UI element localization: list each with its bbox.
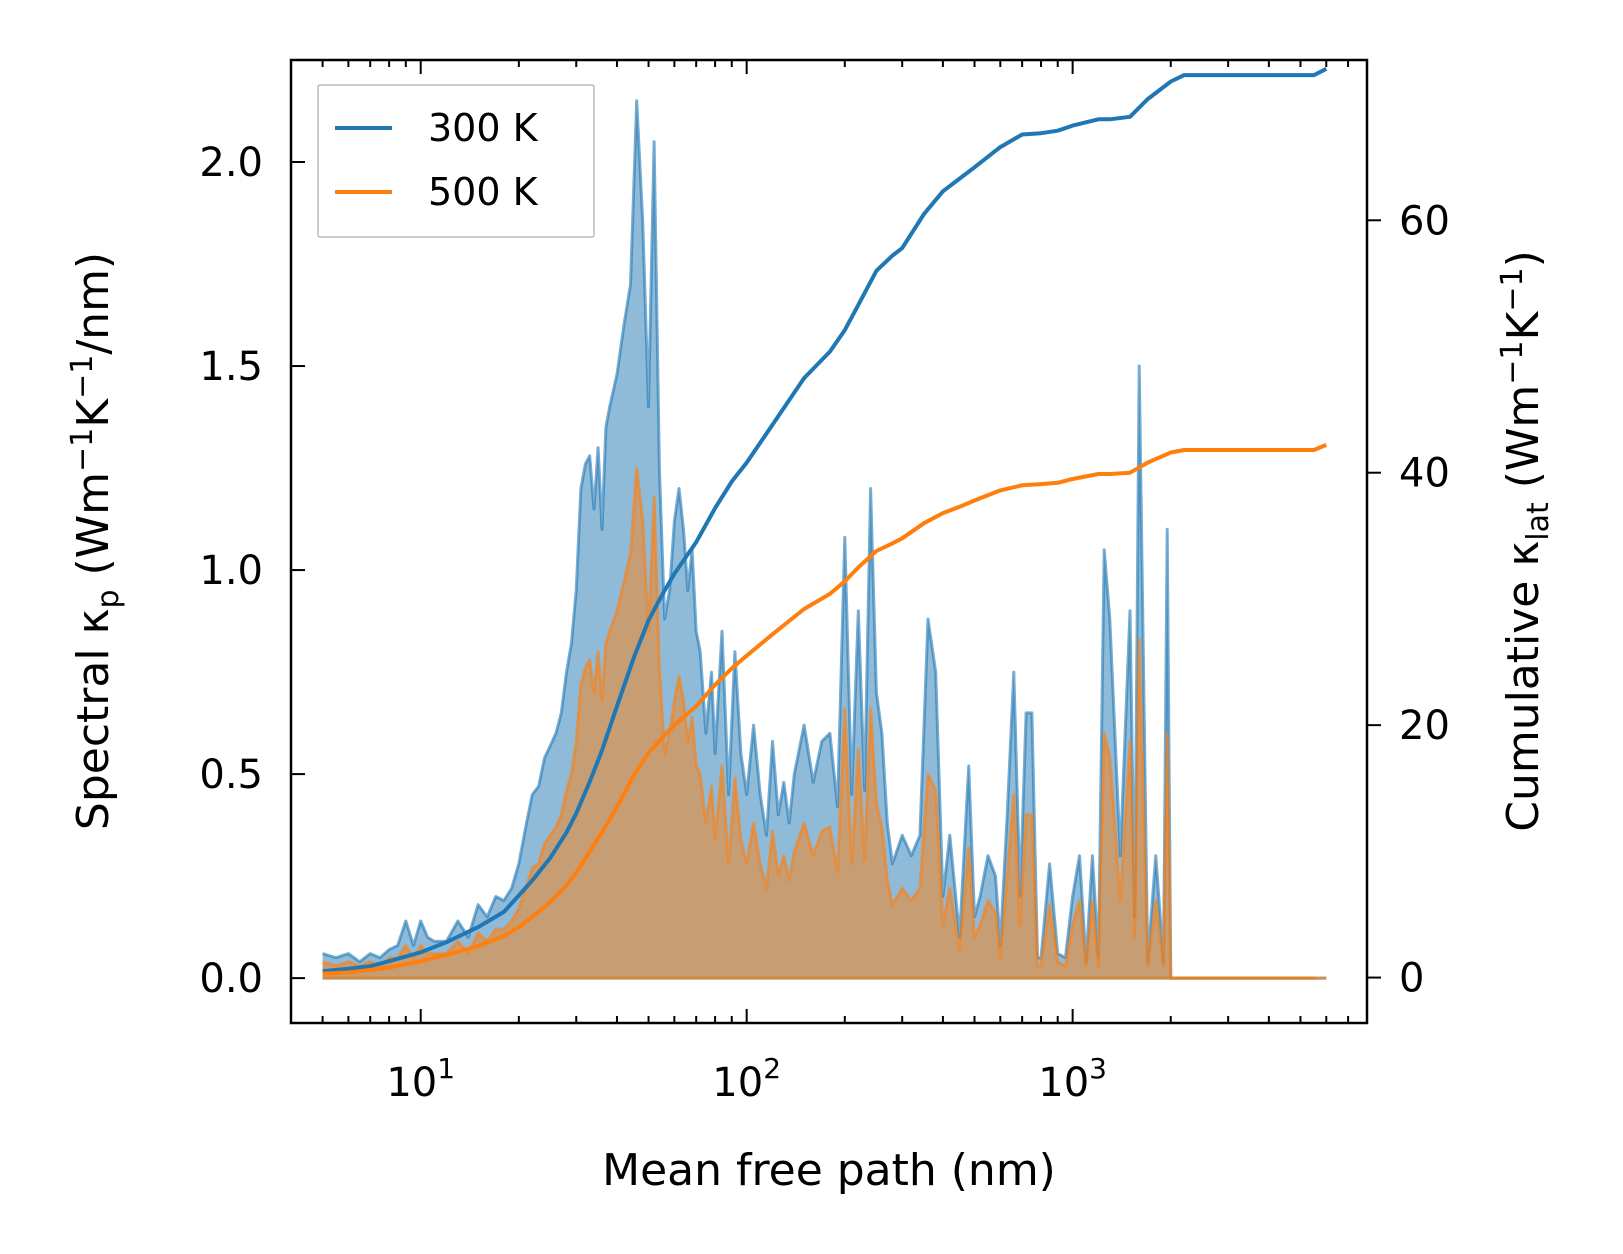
cumulative-line-500k — [322, 443, 1328, 976]
y-left-tick-label: 1.0 — [199, 548, 263, 594]
legend-label-300k: 300 K — [428, 106, 539, 150]
y-left-title-exp1: −1 — [65, 428, 100, 472]
y-left-tick-label: 1.5 — [199, 344, 263, 390]
x-tick-base: 10 — [1038, 1060, 1089, 1106]
spectral-fill-layer — [322, 99, 1327, 980]
y-axis-left-title: Spectral κp (Wm−1K−1/nm) — [65, 252, 126, 830]
y-right-title-unit-post: ) — [1498, 250, 1549, 267]
x-tick-exponent: 3 — [1089, 1052, 1107, 1085]
y-right-title-mid: K — [1498, 310, 1549, 340]
y-right-title-exp2: −1 — [1495, 267, 1530, 311]
spectral-area-300k — [322, 100, 1317, 979]
cumulative-line-300k — [322, 67, 1328, 974]
y-left-title-sub: p — [91, 589, 126, 608]
x-axis-title: Mean free path (nm) — [602, 1145, 1056, 1196]
y-left-title-unit-pre: (Wm — [68, 472, 119, 590]
legend-label-500k: 500 K — [428, 170, 539, 214]
x-tick-base: 10 — [386, 1060, 437, 1106]
y-axis-right: 0 20 40 60 — [1367, 198, 1450, 1002]
legend: 300 K 500 K — [317, 84, 595, 238]
x-tick-exponent: 1 — [437, 1052, 455, 1085]
y-left-title-text: Spectral κ — [68, 609, 119, 831]
legend-box — [317, 84, 595, 238]
x-tick-label: 102 — [712, 1052, 781, 1106]
y-right-title-exp1: −1 — [1495, 340, 1530, 384]
y-left-tick-label: 0.5 — [199, 752, 263, 798]
y-axis-right-title: Cumulative κlat (Wm−1K−1) — [1495, 250, 1556, 832]
y-left-title-exp2: −1 — [65, 355, 100, 399]
y-left-tick-label: 0.0 — [199, 956, 263, 1002]
y-right-tick-label: 40 — [1399, 451, 1450, 497]
cumulative-line-layer — [322, 67, 1328, 976]
y-axis-left: 0.0 0.5 1.0 1.5 2.0 — [199, 140, 305, 1002]
y-right-tick-label: 0 — [1399, 956, 1424, 1002]
x-tick-label: 103 — [1038, 1052, 1107, 1106]
y-left-tick-label: 2.0 — [199, 140, 263, 186]
y-left-title-unit-post: /nm) — [68, 252, 119, 355]
x-axis: 101 102 103 — [290, 60, 1368, 1106]
spectral-area-500k — [322, 468, 1317, 979]
x-tick-base: 10 — [712, 1060, 763, 1106]
y-right-title-sub: lat — [1521, 502, 1556, 541]
y-right-title-text: Cumulative κ — [1498, 541, 1549, 832]
x-tick-label: 101 — [386, 1052, 455, 1106]
x-tick-exponent: 2 — [763, 1052, 781, 1085]
y-right-tick-label: 20 — [1399, 703, 1450, 749]
y-right-title-unit-pre: (Wm — [1498, 385, 1549, 503]
y-left-title-mid: K — [68, 398, 119, 428]
y-right-tick-label: 60 — [1399, 198, 1450, 244]
plot-frame — [289, 58, 1369, 1025]
